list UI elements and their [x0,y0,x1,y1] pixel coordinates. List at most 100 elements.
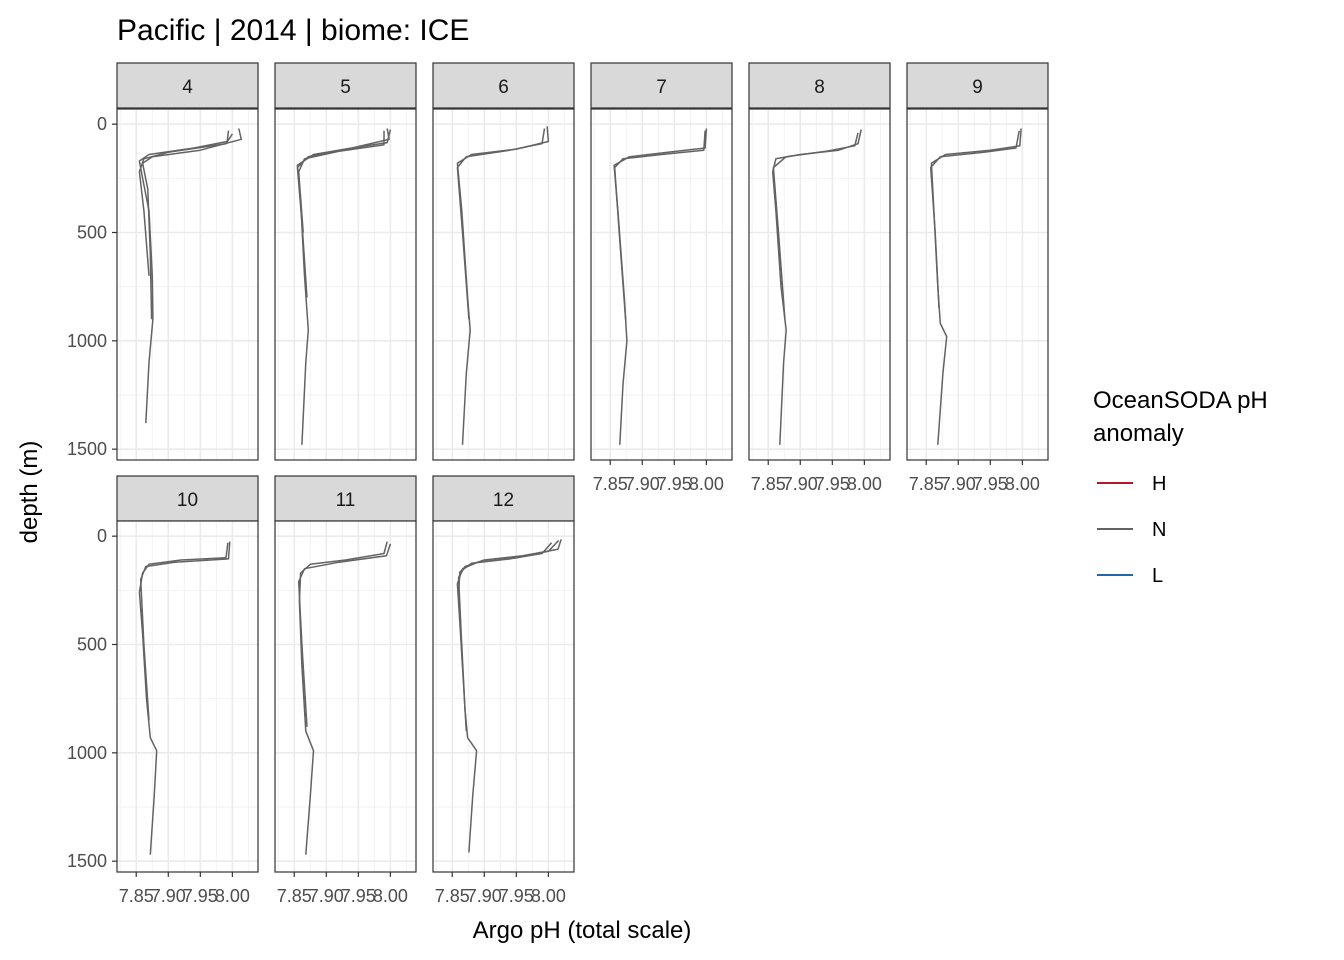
facet-panels: 4 5 6 7 8 9 10 11 12 [116,62,1049,873]
legend-item-N: N [1097,519,1166,541]
y-tick-label: 1000 [67,331,107,351]
legend-label: L [1152,565,1163,587]
facet-strip-label: 12 [493,490,514,511]
legend-label: H [1152,473,1166,495]
panel-background [275,521,416,872]
profile-line [138,542,229,855]
panel-background [275,109,416,460]
profile-line [457,542,553,667]
x-tick-label: 7.90 [783,474,818,494]
facet-strip-label: 6 [498,77,509,98]
y-axis-title: depth (m) [16,441,43,544]
profile-line [297,543,392,727]
panel-border [748,108,891,461]
x-tick-label: 7.85 [435,886,470,906]
facet-panel-4: 4 [116,62,259,461]
profile-line [139,541,231,721]
x-tick-label: 7.95 [815,474,850,494]
x-tick-label: 7.85 [119,886,154,906]
facet-strip-label: 10 [177,490,198,511]
facet-panel-12: 12 [432,475,575,873]
facet-strip-label: 8 [814,77,825,98]
x-tick-label: 7.95 [341,886,376,906]
legend-title-line1: OceanSODA pH [1093,387,1268,414]
facet-panel-6: 6 [432,62,575,461]
panel-background [433,521,574,872]
y-tick-label: 500 [77,635,107,655]
x-axis-title: Argo pH (total scale) [473,917,692,944]
facet-panel-10: 10 [116,475,259,873]
profile-line [138,133,234,276]
y-tick-label: 1500 [67,439,107,459]
x-tick-label: 8.00 [215,886,250,906]
x-tick-label: 7.95 [499,886,534,906]
y-tick-label: 1000 [67,743,107,763]
panel-border [906,108,1049,461]
x-tick-label: 8.00 [531,886,566,906]
x-tick-label: 8.00 [1005,474,1040,494]
chart-title: Pacific | 2014 | biome: ICE [117,14,469,47]
legend-items: H N L [1097,473,1166,587]
facet-panel-7: 7 [590,62,733,461]
x-tick-label: 7.85 [593,474,628,494]
x-tick-label: 8.00 [847,474,882,494]
facet-strip [116,62,259,109]
facet-strip [590,62,733,109]
panel-border [116,520,259,873]
legend: OceanSODA pH anomaly H N L [1093,387,1268,587]
legend-title-line2: anomaly [1093,420,1184,447]
facet-strip [116,475,259,522]
panel-border [274,520,417,873]
x-tick-label: 7.90 [151,886,186,906]
panel-background [749,109,890,460]
panel-background [433,109,574,460]
panel-background [117,109,258,460]
y-tick-label: 0 [97,526,107,546]
profile-line [297,130,385,233]
x-tick-label: 8.00 [689,474,724,494]
panel-border [432,520,575,873]
facet-strip [748,62,891,109]
panel-border [590,108,733,461]
facet-strip [274,62,417,109]
y-tick-label: 500 [77,223,107,243]
x-tick-label: 7.90 [941,474,976,494]
profile-line [141,128,243,320]
facet-panel-5: 5 [274,62,417,461]
x-tick-label: 7.95 [657,474,692,494]
y-tick-label: 1500 [67,851,107,871]
panel-background [907,109,1048,460]
x-tick-label: 7.85 [751,474,786,494]
facet-strip-label: 5 [340,77,351,98]
facet-panel-8: 8 [748,62,891,461]
panel-border [116,108,259,461]
facet-panel-9: 9 [906,62,1049,461]
x-tick-label: 7.85 [277,886,312,906]
facet-strip-label: 9 [972,77,983,98]
x-tick-label: 7.95 [183,886,218,906]
x-axes: 7.857.907.958.00 7.857.907.958.00 7.857.90… [119,460,1040,906]
legend-item-L: L [1097,565,1163,587]
x-tick-label: 7.90 [309,886,344,906]
panel-background [117,521,258,872]
facet-strip-label: 4 [182,77,193,98]
profile-line [456,128,546,320]
x-tick-label: 7.90 [467,886,502,906]
profile-line [772,132,859,320]
profile-line [613,130,706,320]
facet-strip-label: 7 [656,77,667,98]
legend-label: N [1152,519,1166,541]
panel-border [274,108,417,461]
x-tick-label: 7.85 [909,474,944,494]
profile-line [929,130,1020,309]
y-axes: 0 500 1000 1500 0 500 1000 1500 [67,114,117,871]
panel-background [591,109,732,460]
facet-panel-11: 11 [274,475,417,873]
panel-border [432,108,575,461]
facet-strip [274,475,417,522]
x-tick-label: 7.90 [625,474,660,494]
facet-strip-label: 11 [336,490,356,511]
profile-line [138,130,230,424]
facet-strip [906,62,1049,109]
